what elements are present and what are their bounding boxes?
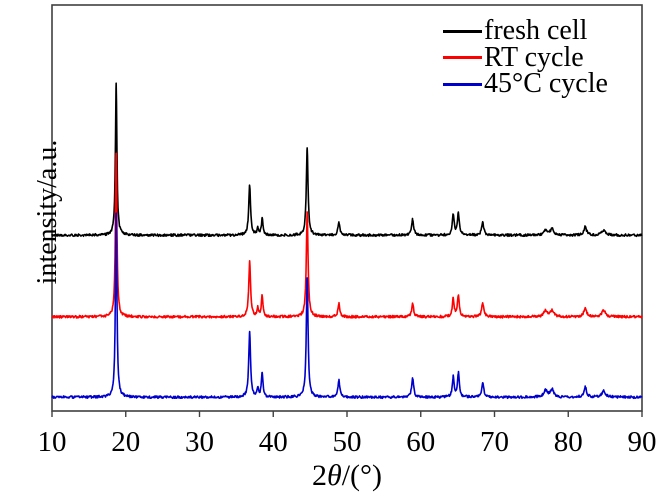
x-tick-label: 70 [480, 426, 509, 458]
xrd-trace-2 [51, 212, 643, 400]
legend-item-label: fresh cell [484, 15, 588, 47]
x-axis-label-units: /(°) [341, 459, 383, 492]
x-tick-label: 40 [258, 426, 288, 458]
legend-item-rt-cycle: RT cycle [443, 41, 608, 73]
x-axis-label-prefix: 2 [311, 459, 327, 492]
legend-item-label: RT cycle [484, 41, 584, 73]
legend-item-label: 45°C cycle [484, 68, 608, 100]
x-tick-label: 60 [406, 426, 436, 458]
x-tick-label: 80 [553, 426, 583, 458]
legend-item-fresh-cell: fresh cell [443, 15, 608, 47]
x-tick-label: 10 [37, 426, 67, 458]
legend: fresh cell RT cycle 45°C cycle [443, 15, 608, 100]
x-tick-label: 30 [185, 426, 214, 458]
xrd-trace-0 [51, 82, 643, 238]
x-axis-label-theta-symbol: θ [326, 459, 342, 492]
x-tick-label: 50 [332, 426, 362, 458]
legend-item-45c-cycle: 45°C cycle [443, 68, 608, 100]
x-tick-label: 20 [111, 426, 141, 458]
x-tick-labels: 10 20 30 40 50 60 70 80 90 [0, 428, 667, 460]
y-axis-label: intensity/a.u. [32, 139, 63, 285]
legend-line-sample [443, 29, 482, 33]
legend-line-sample [443, 56, 482, 60]
xrd-trace-1 [51, 152, 643, 319]
x-axis-label: 2θ/(°) [0, 459, 667, 493]
legend-line-sample [443, 82, 482, 86]
x-tick-label: 90 [627, 426, 657, 458]
